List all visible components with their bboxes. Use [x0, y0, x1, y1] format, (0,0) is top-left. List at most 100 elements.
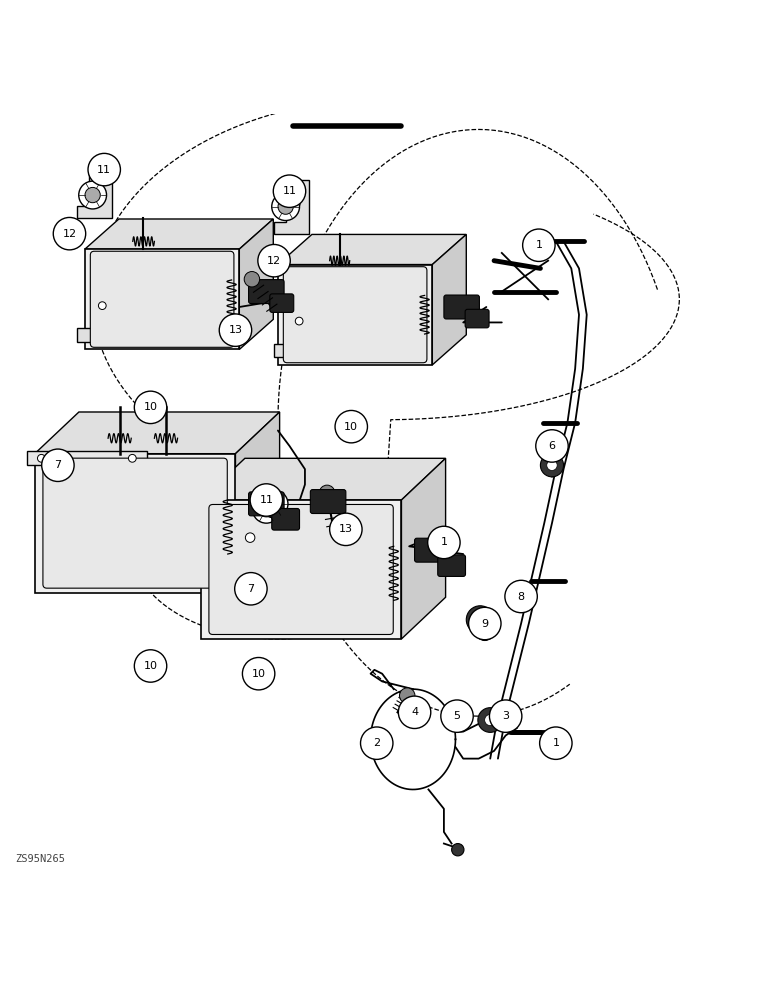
- Polygon shape: [274, 180, 309, 234]
- Circle shape: [523, 229, 555, 261]
- Polygon shape: [77, 164, 112, 218]
- Circle shape: [128, 454, 136, 462]
- Circle shape: [273, 175, 306, 207]
- Circle shape: [536, 430, 568, 462]
- Text: 10: 10: [144, 661, 157, 671]
- Circle shape: [452, 844, 464, 856]
- Text: 11: 11: [283, 186, 296, 196]
- Circle shape: [245, 533, 255, 542]
- Text: 8: 8: [517, 591, 525, 601]
- Circle shape: [258, 244, 290, 277]
- Text: 13: 13: [339, 524, 353, 534]
- Circle shape: [330, 513, 362, 546]
- Polygon shape: [239, 219, 273, 349]
- Circle shape: [399, 688, 415, 703]
- Text: 6: 6: [548, 441, 556, 451]
- Text: 12: 12: [63, 229, 76, 239]
- FancyBboxPatch shape: [90, 251, 234, 347]
- Circle shape: [469, 607, 501, 640]
- Text: 1: 1: [440, 537, 448, 547]
- Circle shape: [134, 391, 167, 424]
- Circle shape: [428, 526, 460, 559]
- Circle shape: [38, 454, 46, 462]
- FancyBboxPatch shape: [249, 280, 284, 304]
- Circle shape: [293, 200, 300, 207]
- FancyBboxPatch shape: [270, 294, 293, 312]
- Circle shape: [478, 708, 503, 732]
- Text: 12: 12: [267, 256, 281, 266]
- Circle shape: [235, 573, 267, 605]
- FancyBboxPatch shape: [249, 492, 284, 516]
- Polygon shape: [401, 458, 445, 639]
- Circle shape: [250, 484, 283, 516]
- Circle shape: [476, 622, 494, 641]
- Circle shape: [134, 650, 167, 682]
- Circle shape: [361, 727, 393, 759]
- Circle shape: [266, 496, 282, 512]
- Circle shape: [53, 217, 86, 250]
- Circle shape: [244, 272, 259, 287]
- Circle shape: [505, 580, 537, 613]
- Polygon shape: [278, 234, 466, 265]
- Circle shape: [547, 460, 557, 470]
- Circle shape: [42, 449, 74, 481]
- Circle shape: [540, 727, 572, 759]
- Text: 10: 10: [252, 669, 266, 679]
- Circle shape: [79, 181, 107, 209]
- Polygon shape: [85, 219, 273, 249]
- FancyBboxPatch shape: [465, 309, 489, 328]
- Text: 7: 7: [54, 460, 62, 470]
- Circle shape: [485, 714, 496, 726]
- Circle shape: [278, 199, 293, 214]
- Circle shape: [466, 606, 494, 634]
- FancyBboxPatch shape: [272, 508, 300, 530]
- Circle shape: [85, 187, 100, 203]
- Polygon shape: [278, 265, 432, 365]
- Text: 3: 3: [502, 711, 510, 721]
- Circle shape: [474, 613, 486, 626]
- Polygon shape: [235, 412, 279, 593]
- Polygon shape: [27, 451, 147, 465]
- Polygon shape: [274, 292, 313, 357]
- Polygon shape: [432, 234, 466, 365]
- FancyBboxPatch shape: [283, 267, 427, 363]
- Text: 11: 11: [259, 495, 273, 505]
- Text: 11: 11: [97, 165, 111, 175]
- Circle shape: [540, 454, 564, 477]
- Text: 13: 13: [229, 325, 242, 335]
- Circle shape: [320, 485, 335, 501]
- Polygon shape: [77, 276, 116, 342]
- Text: 7: 7: [247, 584, 255, 594]
- Polygon shape: [242, 515, 259, 604]
- Text: 1: 1: [552, 738, 560, 748]
- Text: 9: 9: [481, 619, 489, 629]
- Circle shape: [272, 193, 300, 221]
- FancyBboxPatch shape: [43, 458, 227, 588]
- Circle shape: [398, 696, 431, 729]
- Circle shape: [219, 314, 252, 346]
- FancyBboxPatch shape: [209, 504, 393, 634]
- Polygon shape: [85, 249, 239, 349]
- Circle shape: [99, 302, 106, 310]
- Text: 5: 5: [453, 711, 461, 721]
- Circle shape: [441, 700, 473, 732]
- Circle shape: [409, 702, 425, 718]
- Circle shape: [260, 490, 288, 518]
- FancyBboxPatch shape: [415, 538, 450, 562]
- Polygon shape: [35, 412, 279, 454]
- Circle shape: [242, 657, 275, 690]
- Circle shape: [489, 700, 522, 732]
- FancyBboxPatch shape: [444, 295, 479, 319]
- Polygon shape: [35, 454, 235, 593]
- Polygon shape: [201, 500, 401, 639]
- Circle shape: [245, 577, 255, 587]
- Text: 1: 1: [535, 240, 543, 250]
- Text: 10: 10: [144, 402, 157, 412]
- Text: 2: 2: [373, 738, 381, 748]
- FancyBboxPatch shape: [310, 490, 346, 514]
- Circle shape: [335, 410, 367, 443]
- Text: ZS95N265: ZS95N265: [15, 854, 66, 864]
- Text: 10: 10: [344, 422, 358, 432]
- Circle shape: [88, 153, 120, 186]
- Circle shape: [252, 495, 280, 523]
